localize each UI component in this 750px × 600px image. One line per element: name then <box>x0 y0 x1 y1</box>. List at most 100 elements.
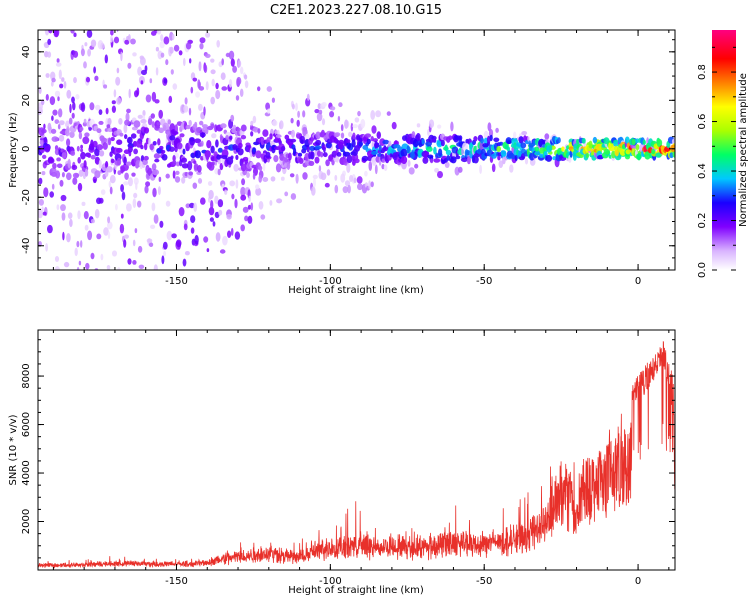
heatmap-cell <box>361 155 369 162</box>
heatmap-cell <box>240 224 245 232</box>
heatmap-cell <box>152 187 157 198</box>
heatmap-cell <box>69 103 72 114</box>
heatmap-cell <box>273 155 279 163</box>
heatmap-cell <box>308 160 315 166</box>
heatmap-cell <box>321 102 327 107</box>
heatmap-cell <box>198 103 203 111</box>
heatmap-cell <box>67 158 71 169</box>
heatmap-cell <box>422 156 429 164</box>
heatmap-cell <box>109 186 113 195</box>
heatmap-cell <box>41 171 46 176</box>
y-tick-label: 4000 <box>21 460 32 485</box>
heatmap-cell <box>408 167 415 175</box>
heatmap-cell <box>208 206 215 216</box>
heatmap-cell <box>55 62 62 67</box>
heatmap-cell <box>217 199 224 208</box>
heatmap-cell <box>635 144 640 151</box>
heatmap-cell <box>295 173 299 184</box>
heatmap-cell <box>314 150 318 157</box>
heatmap-cell <box>247 215 253 224</box>
heatmap-cell <box>42 154 47 159</box>
heatmap-cell <box>347 184 351 194</box>
heatmap-cell <box>237 60 242 68</box>
heatmap-cell <box>636 153 642 161</box>
heatmap-cell <box>72 177 78 185</box>
heatmap-cell <box>179 133 185 138</box>
heatmap-cell <box>215 232 221 242</box>
heatmap-cell <box>56 163 63 169</box>
heatmap-cell <box>290 193 297 200</box>
heatmap-cell <box>631 138 636 145</box>
heatmap-cell <box>175 239 182 248</box>
heatmap-cell <box>169 46 174 54</box>
heatmap-cell <box>193 160 197 165</box>
heatmap-cell <box>60 194 67 202</box>
heatmap-cell <box>98 109 103 115</box>
spectrogram-x-ticks: -150 -100 -50 0 <box>52 30 670 287</box>
heatmap-cell <box>346 154 353 164</box>
x-tick-label: -100 <box>319 576 342 587</box>
heatmap-cell <box>246 172 250 178</box>
heatmap-cell <box>172 131 179 135</box>
heatmap-cell <box>156 30 162 35</box>
heatmap-cell <box>266 108 271 114</box>
heatmap-cell <box>344 180 351 187</box>
heatmap-cell <box>190 86 194 94</box>
heatmap-cell <box>240 163 247 172</box>
heatmap-cell <box>521 131 528 136</box>
snr-x-label: Height of straight line (km) <box>288 585 424 596</box>
heatmap-cell <box>142 110 146 117</box>
heatmap-cell <box>159 41 165 49</box>
heatmap-cell <box>224 189 228 195</box>
heatmap-cell <box>63 81 67 89</box>
heatmap-cell <box>45 73 50 78</box>
heatmap-cell <box>350 122 354 132</box>
heatmap-cell <box>73 32 77 38</box>
heatmap-cell <box>211 133 217 139</box>
heatmap-cell <box>123 239 127 248</box>
heatmap-cell <box>374 140 378 149</box>
heatmap-cell <box>493 137 500 143</box>
heatmap-cell <box>504 145 509 150</box>
heatmap-cell <box>85 262 90 270</box>
heatmap-cell <box>279 120 284 130</box>
heatmap-cell <box>173 44 180 52</box>
heatmap-cell <box>107 216 111 224</box>
heatmap-cell <box>288 152 292 161</box>
heatmap-cell <box>557 137 561 144</box>
heatmap-cell <box>87 48 91 57</box>
heatmap-cell <box>280 176 285 181</box>
heatmap-cell <box>47 38 52 46</box>
heatmap-cell <box>217 147 223 153</box>
heatmap-cell <box>433 158 441 163</box>
heatmap-cell <box>41 206 44 213</box>
heatmap-cell <box>138 264 145 269</box>
heatmap-cell <box>130 38 136 45</box>
heatmap-cell <box>212 221 216 227</box>
heatmap-cell <box>240 66 244 75</box>
heatmap-cell <box>226 213 232 220</box>
heatmap-cell <box>252 115 257 124</box>
heatmap-cell <box>44 145 51 153</box>
heatmap-cell <box>276 198 283 204</box>
heatmap-cell <box>349 175 354 182</box>
heatmap-cell <box>225 135 229 140</box>
heatmap-cell <box>108 180 112 188</box>
heatmap-cell <box>158 176 162 182</box>
heatmap-cell <box>362 145 369 150</box>
heatmap-cell <box>335 154 340 163</box>
heatmap-cell <box>183 223 188 231</box>
snr-panel: -150 -100 -50 0 2000 4000 6000 8000 Height of … <box>8 329 676 596</box>
heatmap-cell <box>199 120 204 126</box>
heatmap-cell <box>117 267 121 270</box>
heatmap-cell <box>178 207 185 217</box>
heatmap-cell <box>65 120 70 128</box>
heatmap-cell <box>57 123 61 130</box>
heatmap-cell <box>152 169 160 176</box>
heatmap-cell <box>375 110 382 118</box>
heatmap-cell <box>142 159 148 166</box>
heatmap-cell <box>38 209 43 219</box>
heatmap-cell <box>524 157 529 165</box>
heatmap-cell <box>119 132 124 137</box>
heatmap-cell <box>157 186 161 196</box>
